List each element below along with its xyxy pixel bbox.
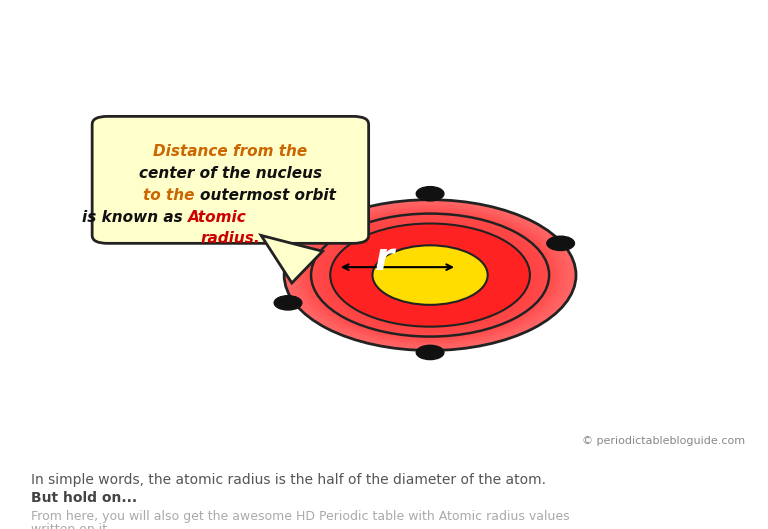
- Polygon shape: [261, 235, 323, 283]
- Text: Distance from the: Distance from the: [154, 144, 307, 159]
- Circle shape: [330, 223, 530, 327]
- Circle shape: [326, 221, 535, 329]
- Text: is known as: is known as: [82, 209, 188, 225]
- Circle shape: [416, 345, 444, 360]
- Circle shape: [296, 206, 564, 344]
- Circle shape: [328, 222, 532, 328]
- Text: What is Atomic radius of an element?: What is Atomic radius of an element?: [120, 22, 648, 47]
- Circle shape: [547, 236, 574, 250]
- Circle shape: [307, 212, 553, 339]
- Circle shape: [274, 296, 302, 310]
- Text: © periodictablebloguide.com: © periodictablebloguide.com: [582, 436, 745, 445]
- Text: Atomic: Atomic: [188, 209, 247, 225]
- Circle shape: [319, 217, 541, 333]
- Circle shape: [314, 215, 546, 335]
- Circle shape: [316, 216, 544, 334]
- Text: From here, you will also get the awesome HD Periodic table with Atomic radius va: From here, you will also get the awesome…: [31, 510, 569, 523]
- Circle shape: [300, 208, 560, 342]
- Circle shape: [305, 211, 555, 340]
- Circle shape: [293, 204, 567, 346]
- Text: But hold on...: But hold on...: [31, 491, 137, 505]
- Text: written on it.: written on it.: [31, 524, 111, 529]
- Text: r: r: [375, 240, 393, 278]
- Text: In simple words, the atomic radius is the half of the diameter of the atom.: In simple words, the atomic radius is th…: [31, 472, 546, 487]
- Circle shape: [321, 219, 539, 331]
- Circle shape: [303, 209, 558, 341]
- FancyBboxPatch shape: [92, 116, 369, 243]
- Circle shape: [372, 245, 488, 305]
- Circle shape: [310, 213, 551, 338]
- Text: to the: to the: [143, 188, 200, 203]
- Circle shape: [323, 220, 537, 330]
- Circle shape: [312, 214, 548, 336]
- Text: center of the nucleus: center of the nucleus: [139, 166, 322, 181]
- Text: radius.: radius.: [200, 232, 260, 247]
- Circle shape: [298, 207, 562, 343]
- Circle shape: [416, 187, 444, 201]
- Circle shape: [284, 199, 576, 351]
- Text: outermost orbit: outermost orbit: [200, 188, 336, 203]
